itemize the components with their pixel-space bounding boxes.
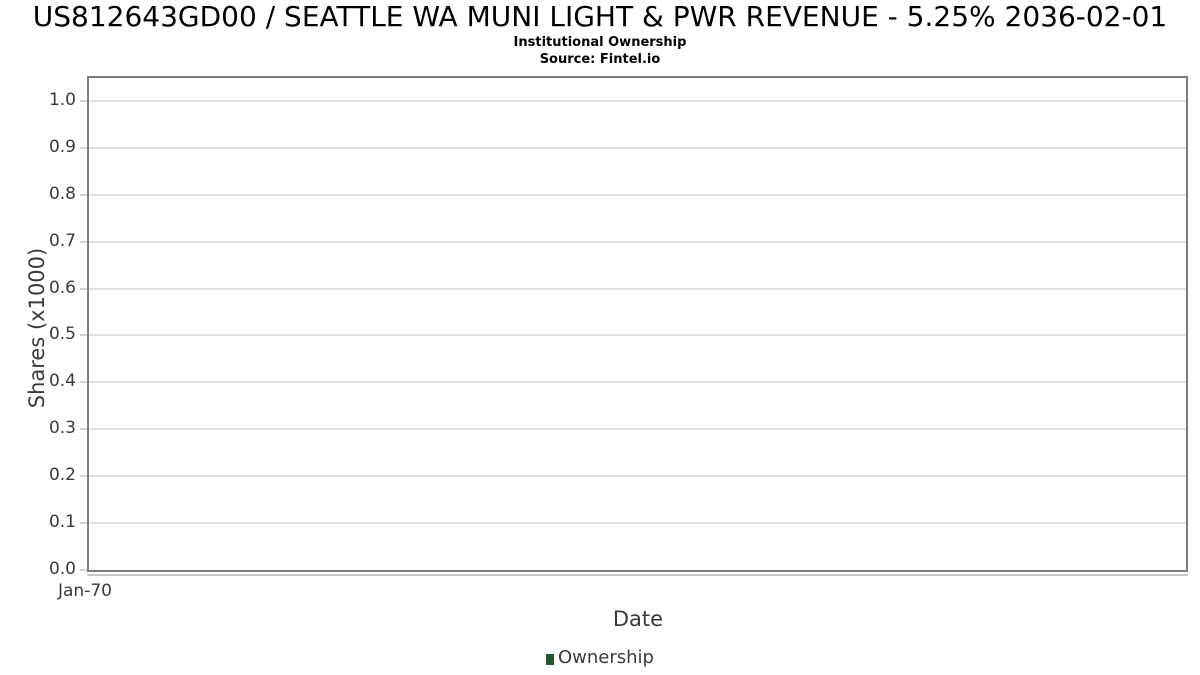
chart-subtitle: Institutional Ownership [513,35,687,50]
x-tick-label: Jan-70 [58,581,112,601]
y-tick-mark [80,193,87,196]
y-tick-label: 0.1 [48,512,76,533]
y-tick-label: 0.5 [48,324,76,345]
y-tick-label: 0.8 [48,183,76,204]
legend: Ownership [0,646,1200,670]
gridline [89,522,1186,525]
x-axis-label: Date [612,607,664,631]
y-tick-mark [80,334,87,337]
legend-series-label: Ownership [558,647,654,668]
y-tick-label: 1.0 [48,89,76,110]
y-tick-label: 0.9 [48,136,76,157]
gridline [89,193,1186,196]
y-tick-label: 0.0 [48,559,76,579]
y-tick-label: 0.2 [48,465,76,486]
y-tick-mark [80,522,87,525]
gridline [89,287,1186,290]
y-tick-mark [80,146,87,149]
gridline [89,475,1186,478]
y-tick-mark [80,569,87,571]
chart-title: US812643GD00 / SEATTLE WA MUNI LIGHT & P… [32,0,1168,33]
gridline [89,99,1186,102]
gridline [89,240,1186,243]
y-tick-mark [80,381,87,384]
y-tick-label: 0.6 [48,277,76,298]
y-tick-label: 0.4 [48,371,76,392]
gridline [89,381,1186,384]
y-tick-label: 0.7 [48,230,76,251]
y-tick-mark [80,475,87,478]
plot-area [87,76,1188,572]
y-tick-mark [80,428,87,431]
y-tick-mark [80,240,87,243]
y-tick-mark [80,287,87,290]
gridline [89,428,1186,431]
x-axis-minor-ticks [87,574,1188,576]
y-tick-label: 0.3 [48,418,76,439]
gridline [89,334,1186,337]
y-tick-mark [80,99,87,102]
gridline [89,146,1186,149]
legend-series-marker-icon [546,653,554,665]
chart-source-label: Source: Fintel.io [539,52,661,67]
